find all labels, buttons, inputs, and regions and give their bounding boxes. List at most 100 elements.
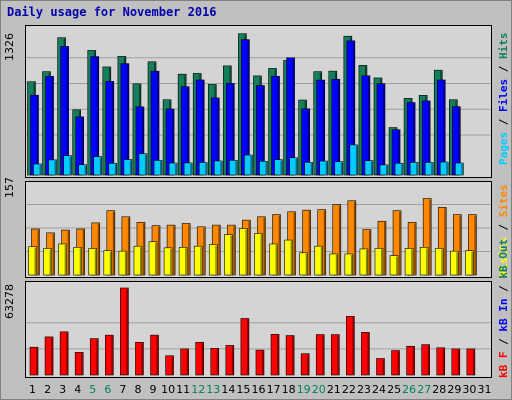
- bar-body: [120, 287, 129, 376]
- x-tick-label: 2: [44, 383, 52, 396]
- bar-body: [274, 159, 283, 176]
- bar-files: [150, 70, 160, 176]
- bar-visits: [103, 250, 113, 276]
- bar-shadow: [365, 249, 368, 275]
- bar-pages: [123, 159, 133, 176]
- bar-shadow: [112, 211, 115, 275]
- bar-shadow: [129, 160, 132, 175]
- bar-pages: [244, 154, 253, 176]
- bar-shadow: [262, 86, 265, 175]
- bar-kb-f: [300, 353, 310, 376]
- bar-visits: [118, 250, 128, 276]
- bar-pages: [409, 162, 419, 176]
- bar-body: [229, 160, 238, 176]
- bar-shadow: [235, 161, 237, 175]
- bar-kb-f: [466, 348, 476, 376]
- bar-shadow: [444, 208, 446, 275]
- bar-shadow: [280, 160, 283, 175]
- bar-shadow: [337, 80, 340, 175]
- bar-kb-f: [150, 334, 159, 376]
- bar-pages: [334, 161, 344, 176]
- bar-shadow: [367, 333, 370, 375]
- bar-shadow: [474, 215, 476, 275]
- bar-shadow: [99, 157, 102, 175]
- bar-body: [210, 348, 220, 376]
- bar-visits: [58, 243, 67, 276]
- bar-shadow: [323, 210, 326, 275]
- bar-visits: [88, 248, 98, 276]
- bar-body: [28, 246, 37, 276]
- bar-body: [44, 336, 54, 376]
- bar-shadow: [155, 242, 157, 275]
- x-tick-label: 24: [372, 383, 387, 396]
- bar-files: [120, 63, 130, 176]
- bar-shadow: [412, 347, 415, 375]
- y-max-value-bottom: 63278: [3, 284, 16, 319]
- bar-shadow: [231, 346, 234, 375]
- bar-kb-f: [391, 350, 400, 376]
- bar-shadow: [277, 77, 280, 175]
- bar-body: [208, 244, 218, 276]
- bar-files: [361, 75, 371, 176]
- bar-shadow: [220, 161, 222, 175]
- bar-body: [436, 347, 446, 376]
- bar-shadow: [175, 164, 177, 175]
- bar-visits: [329, 253, 339, 276]
- bar-shadow: [399, 211, 401, 275]
- bar-shadow: [81, 117, 84, 175]
- bar-body: [439, 161, 449, 176]
- bar-shadow: [170, 248, 172, 275]
- bar-shadow: [34, 247, 37, 275]
- bar-shadow: [401, 164, 403, 175]
- bar-shadow: [263, 217, 266, 275]
- legend-entry: kB F: [497, 351, 510, 379]
- bar-body: [349, 144, 359, 176]
- bar-visits: [284, 239, 293, 276]
- x-tick-label: 16: [251, 383, 266, 396]
- bar-visits: [193, 245, 203, 276]
- bar-shadow: [81, 353, 83, 375]
- bar-shadow: [278, 215, 281, 275]
- bar-shadow: [307, 354, 309, 375]
- legend-entry: Hits: [497, 32, 510, 60]
- x-axis-labels: 1 2 3 4 5 6 7 8 9 10 11 12 13 14 15 16 17 18 19 20 21 22 23 24 2…: [25, 381, 492, 397]
- bar-shadow: [247, 40, 250, 175]
- bar-shadow: [79, 248, 82, 275]
- bar-shadow: [248, 221, 251, 275]
- x-tick-label: 26: [402, 383, 417, 396]
- bar-body: [319, 160, 329, 176]
- legend-entry: /: [497, 278, 510, 299]
- bar-shadow: [431, 163, 433, 175]
- kbytes-panel: [25, 281, 492, 378]
- bar-shadow: [97, 223, 100, 275]
- bar-visits: [299, 252, 308, 276]
- bar-pages: [33, 163, 42, 176]
- bar-kb-f: [346, 315, 355, 376]
- bar-body: [59, 331, 69, 376]
- bar-body: [123, 159, 133, 176]
- bar-visits: [224, 234, 233, 276]
- bar-shadow: [385, 165, 388, 175]
- legend-entry: Pages: [497, 131, 510, 165]
- bar-shadow: [202, 80, 204, 175]
- bar-shadow: [232, 84, 234, 175]
- bar-pages: [78, 164, 87, 176]
- bar-files: [316, 79, 326, 176]
- bar-body: [334, 161, 344, 176]
- bar-kb-f: [255, 349, 265, 376]
- legend-entry: /: [497, 217, 510, 238]
- bar-shadow: [172, 110, 174, 175]
- bar-body: [103, 250, 113, 276]
- bar-body: [379, 164, 389, 176]
- bar-body: [240, 318, 250, 376]
- bar-body: [304, 162, 313, 176]
- bar-shadow: [190, 163, 192, 175]
- legend-entry: Sites: [497, 184, 510, 218]
- bar-shadow: [94, 249, 97, 275]
- bar-body: [93, 156, 103, 176]
- bar-files: [286, 57, 295, 176]
- x-tick-label: 22: [341, 383, 356, 396]
- y-max-label-bottom: 63278: [3, 284, 23, 379]
- legend-entry: /: [497, 112, 510, 132]
